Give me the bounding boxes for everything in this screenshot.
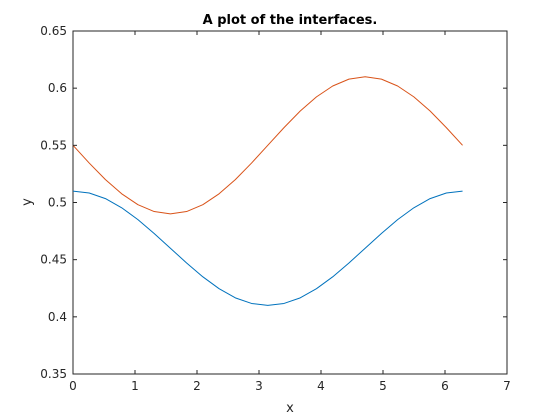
y-tick-label: 0.65 (40, 24, 67, 38)
chart-title: A plot of the interfaces. (203, 13, 378, 28)
plot-area (72, 30, 508, 375)
y-tick-label: 0.35 (40, 367, 67, 381)
x-tick-label: 4 (317, 379, 325, 393)
y-axis-label: y (20, 198, 35, 206)
y-tick-label: 0.6 (48, 81, 67, 95)
y-tick-label: 0.4 (48, 310, 67, 324)
x-tick-label: 5 (379, 379, 387, 393)
tick-layer: 0 1 2 3 4 5 6 7 0.35 0.4 0.45 0.5 0.55 0.6 0.65 (40, 24, 511, 393)
series-line-1 (72, 190, 463, 306)
y-tick-label: 0.45 (40, 253, 67, 267)
series-line-2 (72, 76, 463, 215)
x-tick-label: 2 (193, 379, 201, 393)
y-tick-label: 0.55 (40, 138, 67, 152)
x-tick-label: 7 (503, 379, 511, 393)
series-layer (72, 76, 463, 306)
x-tick-label: 0 (69, 379, 77, 393)
y-tick-label: 0.5 (48, 196, 67, 210)
x-tick-label: 1 (131, 379, 139, 393)
x-tick-label: 6 (441, 379, 449, 393)
x-axis-label: x (286, 401, 294, 416)
x-tick-label: 3 (255, 379, 263, 393)
